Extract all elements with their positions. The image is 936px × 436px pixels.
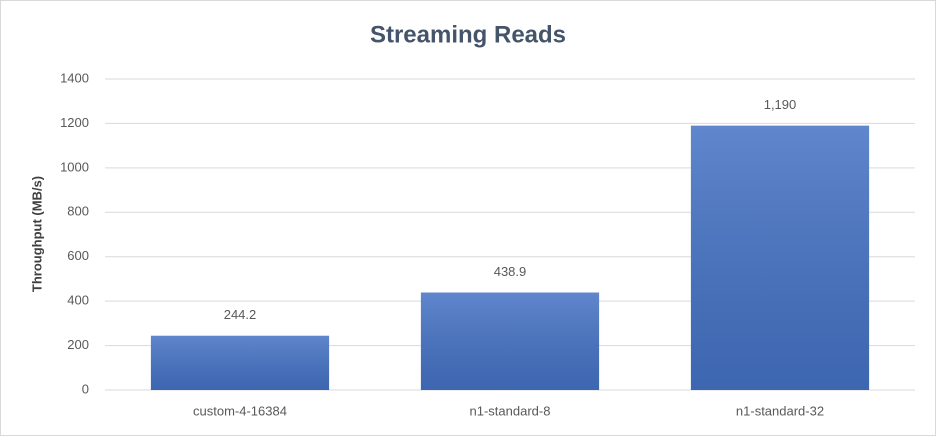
bar (690, 125, 870, 391)
data-label: 438.9 (494, 264, 527, 279)
data-label: 244.2 (224, 307, 257, 322)
y-tick-label: 1400 (60, 70, 89, 85)
y-tick-label: 600 (67, 248, 89, 263)
x-tick-label: n1-standard-32 (736, 403, 824, 418)
y-tick-label: 1200 (60, 115, 89, 130)
y-tick-label: 800 (67, 204, 89, 219)
bar (420, 292, 600, 390)
y-tick-label: 200 (67, 337, 89, 352)
y-tick-label: 400 (67, 293, 89, 308)
y-axis-label: Throughput (MB/s) (29, 176, 44, 292)
y-tick-label: 1000 (60, 159, 89, 174)
bar (150, 335, 330, 390)
x-tick-label: n1-standard-8 (470, 403, 551, 418)
y-tick-label: 0 (82, 381, 89, 396)
data-label: 1,190 (764, 97, 797, 112)
x-tick-label: custom-4-16384 (193, 403, 287, 418)
chart-title: Streaming Reads (370, 21, 566, 48)
